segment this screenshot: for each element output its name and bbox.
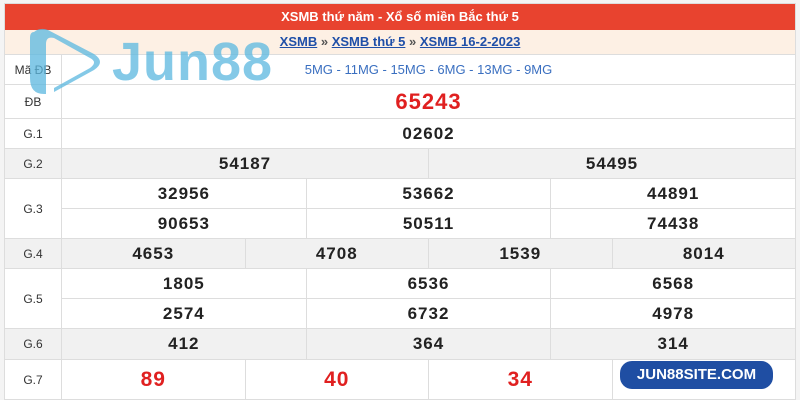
prize-number: 54187: [218, 153, 272, 173]
row-db: ĐB 65243: [5, 84, 795, 118]
row-label: G.5: [5, 269, 62, 328]
prize-number: 4708: [244, 239, 429, 268]
prize-number: 8014: [611, 239, 796, 268]
breadcrumb: XSMB » XSMB thứ 5 » XSMB 16-2-2023: [5, 30, 795, 54]
prize-number: 02602: [402, 123, 455, 143]
prize-number: 2574: [162, 303, 205, 323]
special-prize: 65243: [395, 88, 462, 114]
prize-number: 90653: [157, 213, 210, 233]
row-g7: G.7 89 40 34: [5, 359, 795, 399]
breadcrumb-xsmb-thu-5[interactable]: XSMB thứ 5: [331, 34, 406, 49]
breadcrumb-xsmb-date[interactable]: XSMB 16-2-2023: [419, 34, 521, 49]
prize-number: 6536: [305, 269, 551, 298]
prize-number: 54495: [428, 149, 795, 178]
row-label: G.1: [5, 119, 62, 148]
prize-number: 6732: [305, 299, 551, 328]
prize-number: 89: [140, 367, 166, 391]
row-label: ĐB: [5, 85, 62, 118]
prize-number: 32956: [157, 183, 210, 203]
prize-number: 412: [168, 334, 200, 353]
row-ma-db: Mã ĐB 5MG - 11MG - 15MG - 6MG - 13MG - 9…: [5, 54, 795, 84]
site-badge[interactable]: JUN88SITE.COM: [620, 361, 773, 389]
prize-number: 1805: [162, 273, 205, 293]
table-title: XSMB thứ năm - Xổ số miền Bắc thứ 5: [5, 4, 795, 30]
prize-number: 53662: [305, 179, 551, 208]
row-g6: G.6 412 364 314: [5, 328, 795, 359]
prize-number: 44891: [550, 179, 795, 208]
breadcrumb-sep: »: [409, 34, 417, 49]
prize-number: 314: [550, 329, 795, 359]
row-label: G.2: [5, 149, 62, 178]
prize-number: 34: [428, 360, 612, 399]
row-label: G.6: [5, 329, 62, 359]
ma-db-value: 5MG - 11MG - 15MG - 6MG - 13MG - 9MG: [304, 62, 553, 77]
prize-number: 4978: [550, 299, 795, 328]
row-label: G.7: [5, 360, 62, 399]
prize-number: [611, 360, 796, 399]
prize-number: 6568: [550, 269, 795, 298]
row-label: G.4: [5, 239, 62, 268]
prize-number: 4653: [132, 243, 175, 263]
row-g1: G.1 02602: [5, 118, 795, 148]
prize-number: 1539: [428, 239, 612, 268]
breadcrumb-sep: »: [320, 34, 329, 49]
row-g4: G.4 4653 4708 1539 8014: [5, 238, 795, 268]
prize-number: 50511: [305, 209, 551, 238]
results-table: XSMB thứ năm - Xổ số miền Bắc thứ 5 XSMB…: [4, 3, 796, 400]
row-label: G.3: [5, 179, 62, 238]
row-g3: G.3 32956 53662 44891 90653 50511 74438: [5, 178, 795, 238]
row-label: Mã ĐB: [5, 55, 62, 84]
row-g5: G.5 1805 6536 6568 2574 6732 4978: [5, 268, 795, 328]
breadcrumb-xsmb[interactable]: XSMB: [279, 34, 318, 49]
row-g2: G.2 54187 54495: [5, 148, 795, 178]
prize-number: 364: [305, 329, 551, 359]
prize-number: 74438: [550, 209, 795, 238]
prize-number: 40: [244, 360, 429, 399]
